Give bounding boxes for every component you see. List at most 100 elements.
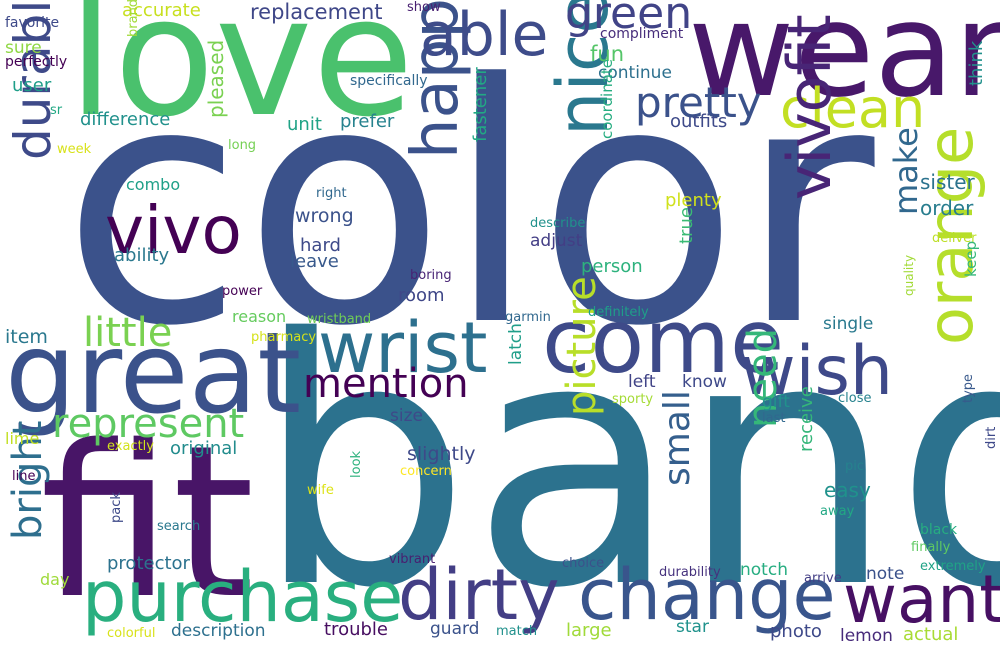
word-reason: reason <box>232 307 287 326</box>
word-notch: notch <box>740 560 788 580</box>
word-durability: durability <box>659 565 721 580</box>
word-fun: fun <box>590 42 625 66</box>
word-leave: leave <box>290 251 339 272</box>
word-color: color <box>62 14 875 398</box>
word-week: week <box>57 142 92 157</box>
word-boring: boring <box>410 268 452 283</box>
word-ability: ability <box>114 245 170 266</box>
word-gift: gift <box>762 392 790 412</box>
word-black: black <box>920 522 958 538</box>
word-vivo: vivo <box>105 192 242 269</box>
word-wife: wife <box>307 483 334 498</box>
word-show: show <box>407 0 441 15</box>
word-wish: wish <box>740 332 894 411</box>
word-type: type <box>961 373 976 403</box>
word-plenty: plenty <box>665 190 722 211</box>
word-trouble: trouble <box>324 619 388 640</box>
word-coordinate: coordinate <box>598 58 616 139</box>
word-left: left <box>628 372 656 392</box>
word-pack: pack <box>109 492 124 523</box>
word-come: come <box>542 290 785 393</box>
word-purchase: purchase <box>82 556 404 638</box>
word-small: small <box>657 390 698 486</box>
word-exactly: exactly <box>107 439 154 454</box>
word-picture: picture <box>559 276 605 416</box>
word-adjust: adjust <box>530 231 583 251</box>
word-look: look <box>349 450 364 478</box>
word-want: want <box>843 561 1000 638</box>
word-garmin: garmin <box>505 310 551 325</box>
word-pharmacy: pharmacy <box>251 330 317 345</box>
word-dirty: dirty <box>398 554 560 636</box>
word-item: item <box>5 326 48 348</box>
word-line: line <box>12 469 36 484</box>
word-protector: protector <box>107 553 190 574</box>
word-vibrant: vibrant <box>389 552 436 567</box>
word-wrong: wrong <box>295 205 354 227</box>
word-day: day <box>40 570 70 589</box>
word-change: change <box>578 554 836 636</box>
word-colorful: colorful <box>107 626 156 641</box>
word-able: able <box>420 0 549 70</box>
word-fastener: fastener <box>470 67 491 142</box>
word-arrive: arrive <box>804 571 842 586</box>
word-sure: sure <box>5 38 42 58</box>
word-vivofit: vivofit <box>775 14 845 200</box>
word-little: little <box>83 310 173 356</box>
word-fit: fit <box>40 400 255 645</box>
word-great: great <box>5 309 302 439</box>
word-lime: lime <box>5 429 40 448</box>
word-band: band <box>255 267 1000 650</box>
word-lemon: lemon <box>840 626 893 646</box>
word-extremely: extremely <box>920 559 986 574</box>
word-receive: receive <box>796 386 817 452</box>
word-person: person <box>581 256 643 277</box>
word-favorite: favorite <box>5 15 60 31</box>
word-deliver: deliver <box>932 231 977 246</box>
word-know: know <box>682 372 727 392</box>
word-dirt: dirt <box>984 426 999 449</box>
word-concern: concern <box>400 464 452 479</box>
word-love: love <box>68 0 414 153</box>
word-close: close <box>838 391 872 406</box>
word-perfectly: perfectly <box>5 54 68 70</box>
word-accurate: accurate <box>122 0 201 21</box>
word-wrist: wrist <box>318 307 488 389</box>
word-sister: sister <box>920 170 975 194</box>
word-pic: pic <box>845 459 865 474</box>
word-quality: quality <box>902 254 916 296</box>
word-long: long <box>228 138 257 153</box>
word-difference: difference <box>80 109 171 130</box>
word-note: note <box>866 564 905 584</box>
word-wear: wear <box>688 0 1000 126</box>
word-room: room <box>398 285 445 306</box>
word-actual: actual <box>903 624 959 645</box>
word-slightly: slightly <box>407 443 476 465</box>
word-continue: continue <box>598 63 672 83</box>
word-sr: sr <box>50 103 63 118</box>
word-keep: keep <box>962 240 980 277</box>
word-represent: represent <box>52 401 245 447</box>
word-replacement: replacement <box>250 0 383 24</box>
word-make: make <box>887 127 925 215</box>
word-think: think <box>966 40 987 86</box>
word-true: true <box>676 207 697 244</box>
word-pretty: pretty <box>635 78 762 127</box>
word-large: large <box>566 620 612 641</box>
word-specifically: specifically <box>350 73 428 89</box>
word-prefer: prefer <box>340 111 395 132</box>
word-power: power <box>222 284 263 299</box>
word-order: order <box>920 196 974 220</box>
word-outfits: outfits <box>670 111 728 132</box>
word-describe: describe <box>530 216 586 231</box>
word-combo: combo <box>126 175 181 194</box>
word-match: match <box>496 624 538 639</box>
word-star: star <box>676 617 709 637</box>
word-hard: hard <box>300 235 341 256</box>
word-last: last <box>762 411 786 426</box>
word-definitely: definitely <box>588 305 649 320</box>
word-description: description <box>171 621 266 641</box>
word-right: right <box>316 186 347 201</box>
word-latch: latch <box>506 323 526 365</box>
